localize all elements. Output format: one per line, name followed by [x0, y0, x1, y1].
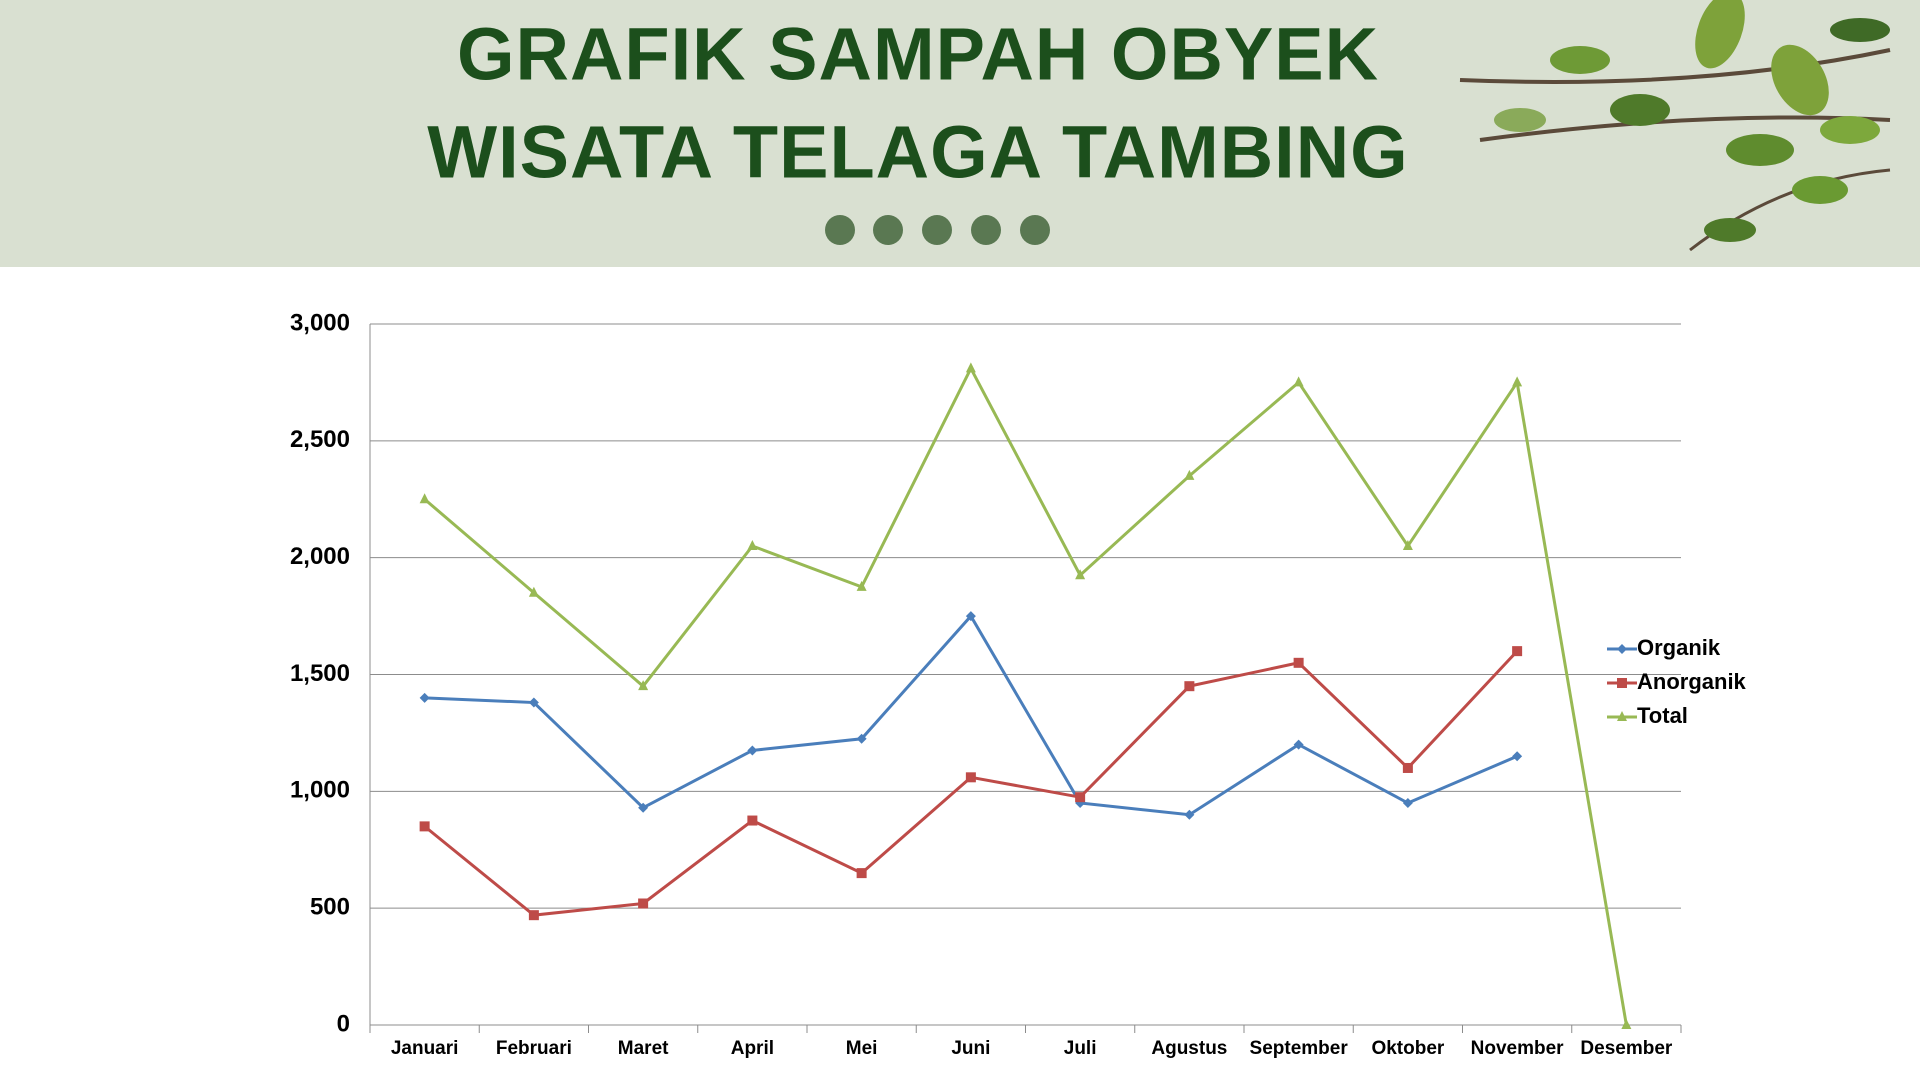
marker — [747, 815, 758, 826]
marker — [419, 493, 430, 504]
title-line: WISATA TELAGA TAMBING — [427, 111, 1408, 194]
marker — [1617, 644, 1627, 654]
legend-label: Anorganik — [1637, 669, 1747, 694]
x-tick-label: September — [1250, 1038, 1349, 1059]
marker — [1512, 751, 1523, 762]
marker — [1075, 569, 1086, 580]
marker — [1184, 809, 1195, 820]
marker — [1184, 469, 1195, 480]
x-tick-label: April — [731, 1038, 774, 1059]
header-band — [0, 0, 1920, 267]
y-tick-label: 1,000 — [290, 777, 350, 804]
marker — [965, 772, 976, 783]
x-tick-label: Desember — [1580, 1038, 1672, 1059]
y-tick-label: 1,500 — [290, 660, 350, 687]
marker — [638, 898, 649, 909]
marker — [1617, 678, 1627, 688]
marker — [965, 362, 976, 373]
marker — [1184, 681, 1195, 692]
marker — [856, 733, 867, 744]
legend-label: Organik — [1637, 635, 1721, 660]
marker — [1402, 762, 1413, 773]
y-tick-label: 2,500 — [290, 426, 350, 453]
marker — [1075, 792, 1086, 803]
marker — [528, 697, 539, 708]
marker — [1402, 798, 1413, 809]
dots — [825, 215, 1050, 245]
x-tick-label: Oktober — [1371, 1038, 1444, 1059]
title-line: GRAFIK SAMPAH OBYEK — [457, 13, 1379, 96]
marker — [419, 692, 430, 703]
marker — [1402, 539, 1413, 550]
marker — [528, 910, 539, 921]
series-line — [423, 650, 1519, 917]
marker — [1512, 376, 1523, 387]
marker — [747, 539, 758, 550]
x-tick-label: November — [1471, 1038, 1565, 1059]
marker — [747, 745, 758, 756]
marker — [638, 680, 649, 691]
leaf-decoration — [1459, 0, 1891, 252]
marker — [419, 821, 430, 832]
marker — [856, 580, 867, 591]
y-tick-label: 3,000 — [290, 309, 350, 336]
marker — [1617, 711, 1627, 721]
marker — [1293, 376, 1304, 387]
legend-label: Total — [1637, 703, 1688, 728]
x-tick-label: Juni — [951, 1038, 990, 1059]
marker — [965, 611, 976, 622]
marker — [1512, 646, 1523, 657]
x-tick-label: Mei — [846, 1038, 878, 1059]
marker — [1293, 739, 1304, 750]
x-tick-label: Agustus — [1151, 1038, 1227, 1059]
marker — [856, 868, 867, 879]
x-tick-label: Juli — [1064, 1038, 1097, 1059]
x-tick-label: Januari — [391, 1038, 459, 1059]
x-tick-label: Maret — [618, 1038, 669, 1059]
marker — [638, 802, 649, 813]
y-tick-label: 2,000 — [290, 543, 350, 570]
y-tick-label: 0 — [337, 1010, 350, 1037]
series-line — [423, 365, 1628, 1026]
marker — [1621, 1019, 1632, 1029]
y-tick-label: 500 — [310, 894, 350, 921]
x-tick-label: Februari — [496, 1038, 572, 1059]
marker — [1293, 657, 1304, 668]
marker — [528, 586, 539, 597]
